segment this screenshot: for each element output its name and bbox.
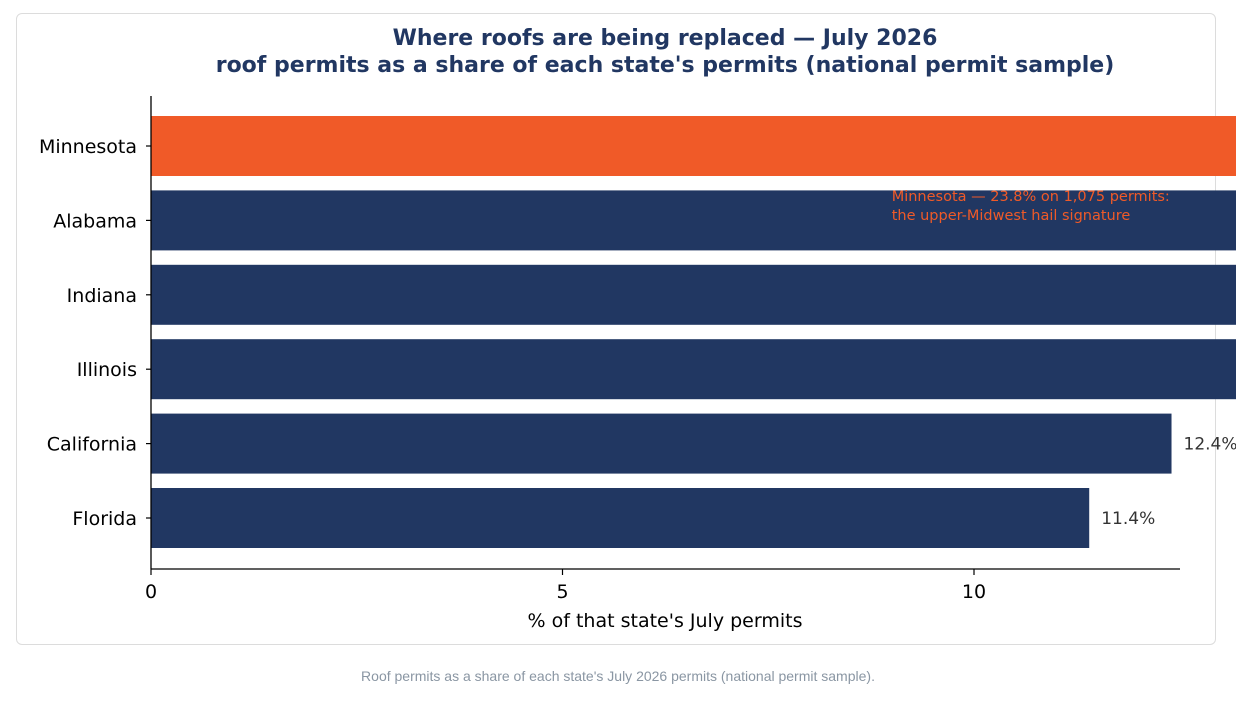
x-tick-label-0: 0 xyxy=(145,581,157,603)
bar-illinois xyxy=(151,339,1236,400)
category-label-minnesota: Minnesota xyxy=(39,136,137,158)
chart-title: Where roofs are being replaced — July 20… xyxy=(393,26,938,51)
bar-minnesota xyxy=(151,116,1236,176)
annotation-layer: Minnesota — 23.8% on 1,075 permits: the u… xyxy=(892,189,1170,224)
figure-caption: Roof permits as a share of each state's … xyxy=(361,668,875,684)
category-label-indiana: Indiana xyxy=(67,285,137,307)
category-label-alabama: Alabama xyxy=(53,210,137,232)
x-tick-label-5: 5 xyxy=(556,581,568,603)
bar-indiana xyxy=(151,264,1236,325)
value-label-florida: 11.4% xyxy=(1101,509,1155,529)
bar-california xyxy=(151,413,1172,474)
x-tick-label-10: 10 xyxy=(962,581,986,603)
x-axis-label: % of that state's July permits xyxy=(528,610,803,632)
category-label-california: California xyxy=(47,434,137,456)
bar-alabama xyxy=(151,190,1236,251)
annotation-line-1: Minnesota — 23.8% on 1,075 permits: xyxy=(892,189,1170,205)
axes-layer: Minnesota Alabama Indiana Illinois Californi… xyxy=(39,96,1180,603)
annotation-line-2: the upper-Midwest hail signature xyxy=(892,208,1131,224)
category-label-illinois: Illinois xyxy=(77,359,137,381)
bar-chart: Where roofs are being replaced — July 20… xyxy=(39,26,1236,632)
chart-subtitle: roof permits as a share of each state's … xyxy=(216,53,1115,78)
bars-layer: 23.8%23.2%18.2%18.0%12.4%11.4% xyxy=(151,116,1236,548)
category-label-florida: Florida xyxy=(72,508,137,530)
bar-florida xyxy=(151,488,1090,548)
value-label-california: 12.4% xyxy=(1184,435,1236,455)
